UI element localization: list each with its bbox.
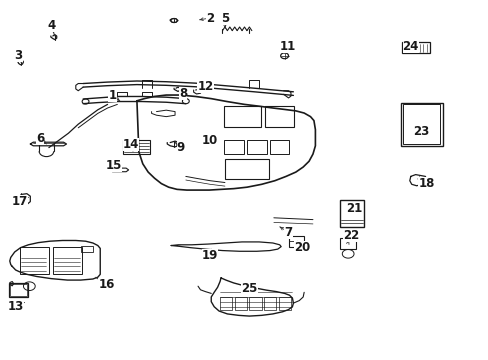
Bar: [123, 140, 150, 154]
Text: 14: 14: [122, 138, 139, 150]
Bar: [220, 297, 232, 310]
Bar: [340, 238, 355, 249]
Bar: [53, 247, 82, 274]
Bar: [20, 247, 49, 274]
Text: 3: 3: [15, 49, 22, 62]
Bar: [224, 159, 268, 179]
Text: 16: 16: [98, 278, 115, 291]
Text: 13: 13: [7, 300, 24, 313]
Text: 22: 22: [342, 229, 359, 242]
Bar: [224, 140, 243, 154]
Bar: [10, 284, 27, 296]
Bar: [339, 200, 364, 227]
Text: 4: 4: [47, 19, 55, 32]
Text: 1: 1: [108, 89, 116, 102]
Text: 11: 11: [279, 40, 295, 53]
Text: 7: 7: [284, 226, 292, 239]
Bar: [246, 140, 266, 154]
Bar: [269, 140, 289, 154]
Text: 24: 24: [402, 40, 418, 53]
Bar: [288, 236, 304, 247]
Bar: [402, 104, 439, 144]
Text: 8: 8: [179, 87, 187, 100]
Text: 2: 2: [206, 12, 214, 24]
Bar: [249, 297, 261, 310]
Bar: [81, 246, 93, 252]
Text: 15: 15: [105, 159, 122, 172]
Bar: [264, 106, 294, 127]
Text: 10: 10: [202, 134, 218, 147]
Bar: [224, 106, 260, 127]
Text: 19: 19: [202, 249, 218, 262]
Text: 21: 21: [346, 202, 362, 215]
Text: 20: 20: [293, 241, 310, 254]
Text: 12: 12: [197, 80, 213, 93]
Text: 18: 18: [417, 177, 434, 190]
Text: 6: 6: [36, 132, 44, 145]
Text: 23: 23: [412, 125, 429, 138]
Text: 17: 17: [11, 195, 28, 208]
Bar: [264, 297, 276, 310]
Bar: [234, 297, 246, 310]
Text: 25: 25: [241, 282, 257, 295]
Bar: [400, 103, 442, 146]
Bar: [278, 297, 290, 310]
Text: 5: 5: [221, 12, 228, 24]
Text: 9: 9: [177, 141, 184, 154]
Bar: [9, 283, 28, 297]
Bar: [401, 42, 429, 53]
